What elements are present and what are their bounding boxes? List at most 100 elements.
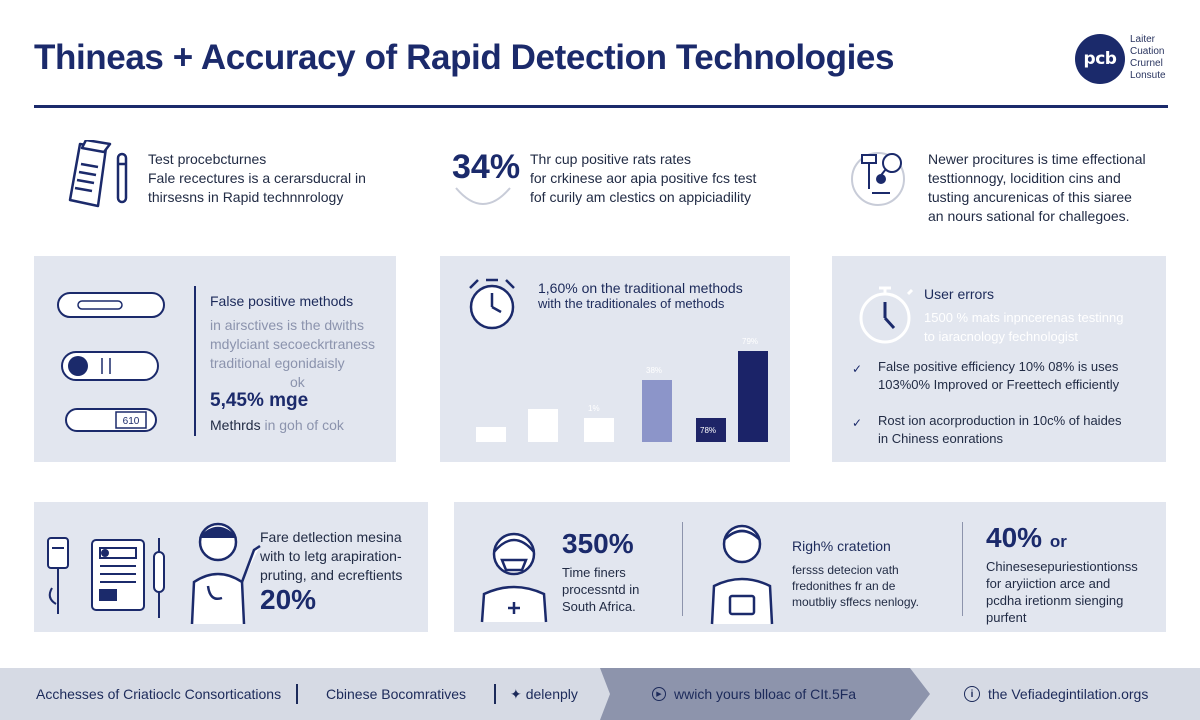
check-icon: ✓ xyxy=(852,416,863,430)
detection-line: Fare detlection mesina xyxy=(260,529,402,545)
intro-line: thirsesns in Rapid technnrology xyxy=(148,189,344,205)
sparkle-icon: ✦ xyxy=(510,685,522,702)
medical-equipment-icon xyxy=(47,537,165,618)
test-kit-icon xyxy=(68,140,128,208)
test-strip-icon xyxy=(57,292,165,318)
intro-line: Test procebcturnes xyxy=(148,151,267,167)
logo-tagline-line: Lonsute xyxy=(1130,70,1166,81)
faded-line: to iaracnology fechnologist xyxy=(924,329,1078,344)
footer: Acchesses of Criatioclc Consortications … xyxy=(0,668,1200,720)
user-errors-card: User errors 1500 % mats inpncerenas test… xyxy=(832,256,1166,462)
chart-subheading: with the traditionales of methods xyxy=(538,296,725,311)
positive-rate-stat: 34% xyxy=(452,148,521,186)
footer-link-label: wwich yours blloac of CIt.5Fa xyxy=(674,686,857,702)
positive-rate-line: Thr cup positive rats rates xyxy=(530,151,692,167)
faded-line: in airsctives is the dwiths xyxy=(210,317,365,333)
chart-bar xyxy=(738,351,768,442)
chinese-line: purfent xyxy=(986,610,1027,625)
bar-chart: 1% 38% 78% 79% xyxy=(440,256,790,462)
footer-separator xyxy=(296,684,298,704)
false-positive-card: 610 False positive methods in airsctives… xyxy=(34,256,396,462)
footer-link[interactable]: ✦ delenply xyxy=(510,668,578,720)
card-divider xyxy=(194,286,196,436)
rapid-test-device-icon xyxy=(61,351,159,381)
footer-link-label: the Vefiadegintilation.orgs xyxy=(988,686,1149,702)
footer-link[interactable]: Cbinese Bocomratives xyxy=(326,686,467,702)
logo-tagline-line: Crurnel xyxy=(1130,58,1163,69)
logo[interactable]: pcb xyxy=(1075,34,1125,84)
lab-analysis-icon xyxy=(851,152,905,206)
faded-line: 1500 % mats inpncerenas testinng xyxy=(924,310,1124,325)
retention-line: moutbliy sffecs nenlogy. xyxy=(792,595,919,609)
info-icon: i xyxy=(964,686,980,702)
chinese-text: Chinesesepuriestiontionss for aryiiction… xyxy=(986,558,1138,626)
chart-bar xyxy=(584,418,614,442)
method-stat-sub-a: Methrds xyxy=(210,417,261,433)
play-icon: ▶ xyxy=(652,687,666,701)
detection-stat: 20% xyxy=(260,584,317,615)
intro-text: Test procebcturnes Fale recectures is a … xyxy=(148,150,366,207)
check-icon: ✓ xyxy=(852,362,863,376)
detection-text: Fare detlection mesina with to letg arap… xyxy=(260,528,402,585)
header: Thineas + Accuracy of Rapid Detection Te… xyxy=(0,0,1200,110)
positive-rate-line: for crkinese aor apia positive fcs test xyxy=(530,170,757,186)
retention-line: fersss detecion vath xyxy=(792,563,899,577)
time-stat: 350% xyxy=(562,528,634,559)
chart-bar xyxy=(696,418,726,442)
footer-separator xyxy=(494,684,496,704)
patient-icon xyxy=(710,524,774,625)
cartridge-label: 610 xyxy=(123,416,140,427)
positive-rate-text: Thr cup positive rats rates for crkinese… xyxy=(530,150,756,207)
check-line: 103%0% Improved or Freettech efficiently xyxy=(878,377,1120,392)
footer-link[interactable]: ▶ wwich yours blloac of CIt.5Fa xyxy=(652,668,856,720)
method-stat-sub-b: in goh of cok xyxy=(264,417,344,433)
regional-stats-card: 350% Time finers processntd in South Afr… xyxy=(454,502,1166,632)
footer-link-label: delenply xyxy=(525,686,578,702)
health-worker-icon xyxy=(480,532,548,623)
footer-link[interactable]: i the Vefiadegintilation.orgs xyxy=(964,668,1148,720)
arc-decoration xyxy=(455,187,511,205)
chinese-stat-value: 40% xyxy=(986,522,1043,553)
detection-card: Fare detlection mesina with to letg arap… xyxy=(34,502,428,632)
footer-highlight xyxy=(620,668,910,720)
chart-bar xyxy=(642,380,672,442)
retention-line: fredonithes fr an de xyxy=(792,579,896,593)
time-text: Time finers processntd in South Africa. xyxy=(562,564,639,615)
chevron-right-icon xyxy=(900,668,930,720)
newer-procedures-line: an nours sational for challegoes. xyxy=(928,208,1130,224)
chart-bar xyxy=(476,427,506,442)
newer-procedures-text: Newer procitures is time effectional tes… xyxy=(928,150,1146,226)
user-errors-faded: 1500 % mats inpncerenas testinng to iara… xyxy=(924,308,1123,346)
method-stat-sub: Methrds in goh of cok xyxy=(210,416,344,435)
card-heading: False positive methods xyxy=(210,293,354,309)
faded-text: in airsctives is the dwiths mdylciant se… xyxy=(210,316,375,392)
chinese-line: for aryiiction arce and xyxy=(986,576,1111,591)
chinese-line: pcdha iretionm sienging xyxy=(986,593,1124,608)
chevron-right-icon xyxy=(600,668,630,720)
card-divider xyxy=(962,522,963,616)
card-divider xyxy=(682,522,683,616)
check-item: False positive efficiency 10% 08% is use… xyxy=(878,358,1119,394)
logo-tagline: Laiter Cuation Crurnel Lonsute xyxy=(1130,34,1166,82)
retention-heading: Righ% cratetion xyxy=(792,538,891,554)
chart-heading: 1,60% on the traditional methods xyxy=(538,280,743,296)
test-cartridge-icon: 610 xyxy=(65,408,157,432)
check-line: False positive efficiency 10% 08% is use… xyxy=(878,359,1119,374)
newer-procedures-line: Newer procitures is time effectional xyxy=(928,151,1146,167)
faded-line: ok xyxy=(290,374,305,390)
chart-bar-label: 79% xyxy=(742,337,759,346)
intro-line: Fale recectures is a cerarsducral in xyxy=(148,170,366,186)
faded-line: traditional egonidaisly xyxy=(210,355,345,371)
chart-bar xyxy=(528,409,558,442)
chart-bar-label: 1% xyxy=(588,404,600,413)
logo-tagline-line: Laiter xyxy=(1130,34,1156,45)
detection-line: pruting, and ecreftients xyxy=(260,567,403,583)
chart-card: 1,60% on the traditional methods with th… xyxy=(440,256,790,462)
time-line: South Africa. xyxy=(562,599,636,614)
stopwatch-icon xyxy=(859,286,914,344)
footer-link[interactable]: Acchesses of Criatioclc Consortications xyxy=(36,686,282,702)
newer-procedures-line: testtionnogy, locidition cins and xyxy=(928,170,1121,186)
chinese-line: Chinesesepuriestiontionss xyxy=(986,559,1138,574)
positive-rate-line: fof curily am clestics on appiciadility xyxy=(530,189,751,205)
retention-text: fersss detecion vath fredonithes fr an d… xyxy=(792,562,919,610)
